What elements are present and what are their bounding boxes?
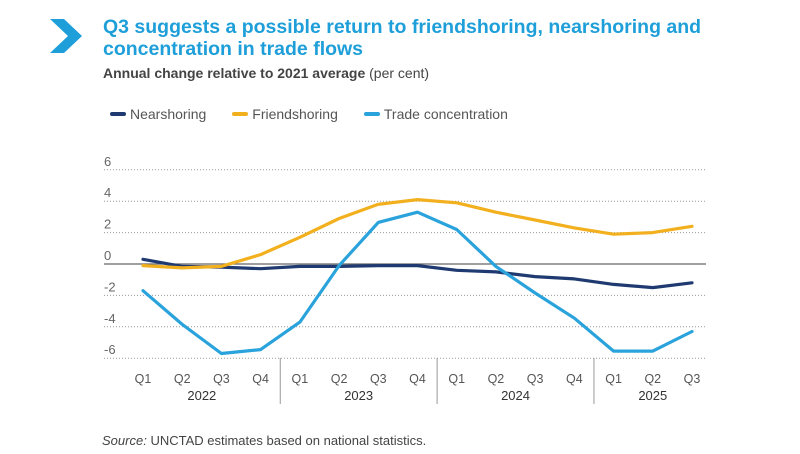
legend: Nearshoring Friendshoring Trade concentrat…: [110, 106, 508, 122]
x-tick-label: Q1: [448, 372, 465, 386]
source-label: Source:: [102, 433, 147, 448]
y-tick-label: 6: [104, 154, 111, 169]
series-line-friendshoring: [141, 198, 694, 270]
year-label: 2023: [344, 388, 373, 403]
x-tick-label: Q1: [135, 372, 152, 386]
x-tick-label: Q2: [644, 372, 661, 386]
x-tick-label: Q2: [174, 372, 191, 386]
chevron-right-icon: [50, 19, 82, 53]
x-tick-label: Q1: [292, 372, 309, 386]
x-tick-label: Q4: [252, 372, 269, 386]
legend-item: Trade concentration: [363, 106, 508, 122]
y-tick-label: 2: [104, 217, 111, 232]
year-label: 2024: [501, 388, 530, 403]
source-text: UNCTAD estimates based on national stati…: [150, 433, 427, 448]
legend-swatch: [232, 112, 249, 116]
subtitle-main: Annual change relative to 2021 average: [103, 65, 366, 81]
legend-swatch: [363, 112, 380, 116]
chart-subtitle: Annual change relative to 2021 average (…: [103, 65, 429, 81]
year-label: 2022: [187, 388, 216, 403]
legend-item: Friendshoring: [232, 106, 338, 122]
y-tick-label: -6: [104, 342, 116, 357]
legend-item: Nearshoring: [110, 106, 206, 122]
legend-label: Nearshoring: [130, 106, 207, 122]
y-tick-label: -4: [104, 311, 116, 326]
year-label: 2025: [638, 388, 667, 403]
chart-title: Q3 suggests a possible return to friends…: [103, 16, 702, 60]
x-tick-label: Q2: [488, 372, 505, 386]
x-tick-label: Q3: [213, 372, 230, 386]
subtitle-unit: (per cent): [369, 65, 430, 81]
y-tick-label: 4: [104, 185, 111, 200]
series-line-trade-concentration: [141, 210, 694, 356]
x-tick-label: Q4: [566, 372, 583, 386]
x-tick-label: Q3: [370, 372, 387, 386]
x-tick-label: Q2: [331, 372, 348, 386]
source-note: Source: UNCTAD estimates based on nation…: [102, 433, 426, 448]
x-tick-label: Q1: [605, 372, 622, 386]
series-line-nearshoring: [141, 257, 694, 290]
x-tick-label: Q3: [527, 372, 544, 386]
legend-label: Friendshoring: [252, 106, 338, 122]
legend-swatch: [110, 112, 126, 116]
legend-label: Trade concentration: [383, 106, 508, 122]
x-tick-label: Q3: [684, 372, 701, 386]
y-tick-label: -2: [104, 279, 116, 294]
x-tick-label: Q4: [409, 372, 426, 386]
y-tick-label: 0: [104, 248, 111, 263]
